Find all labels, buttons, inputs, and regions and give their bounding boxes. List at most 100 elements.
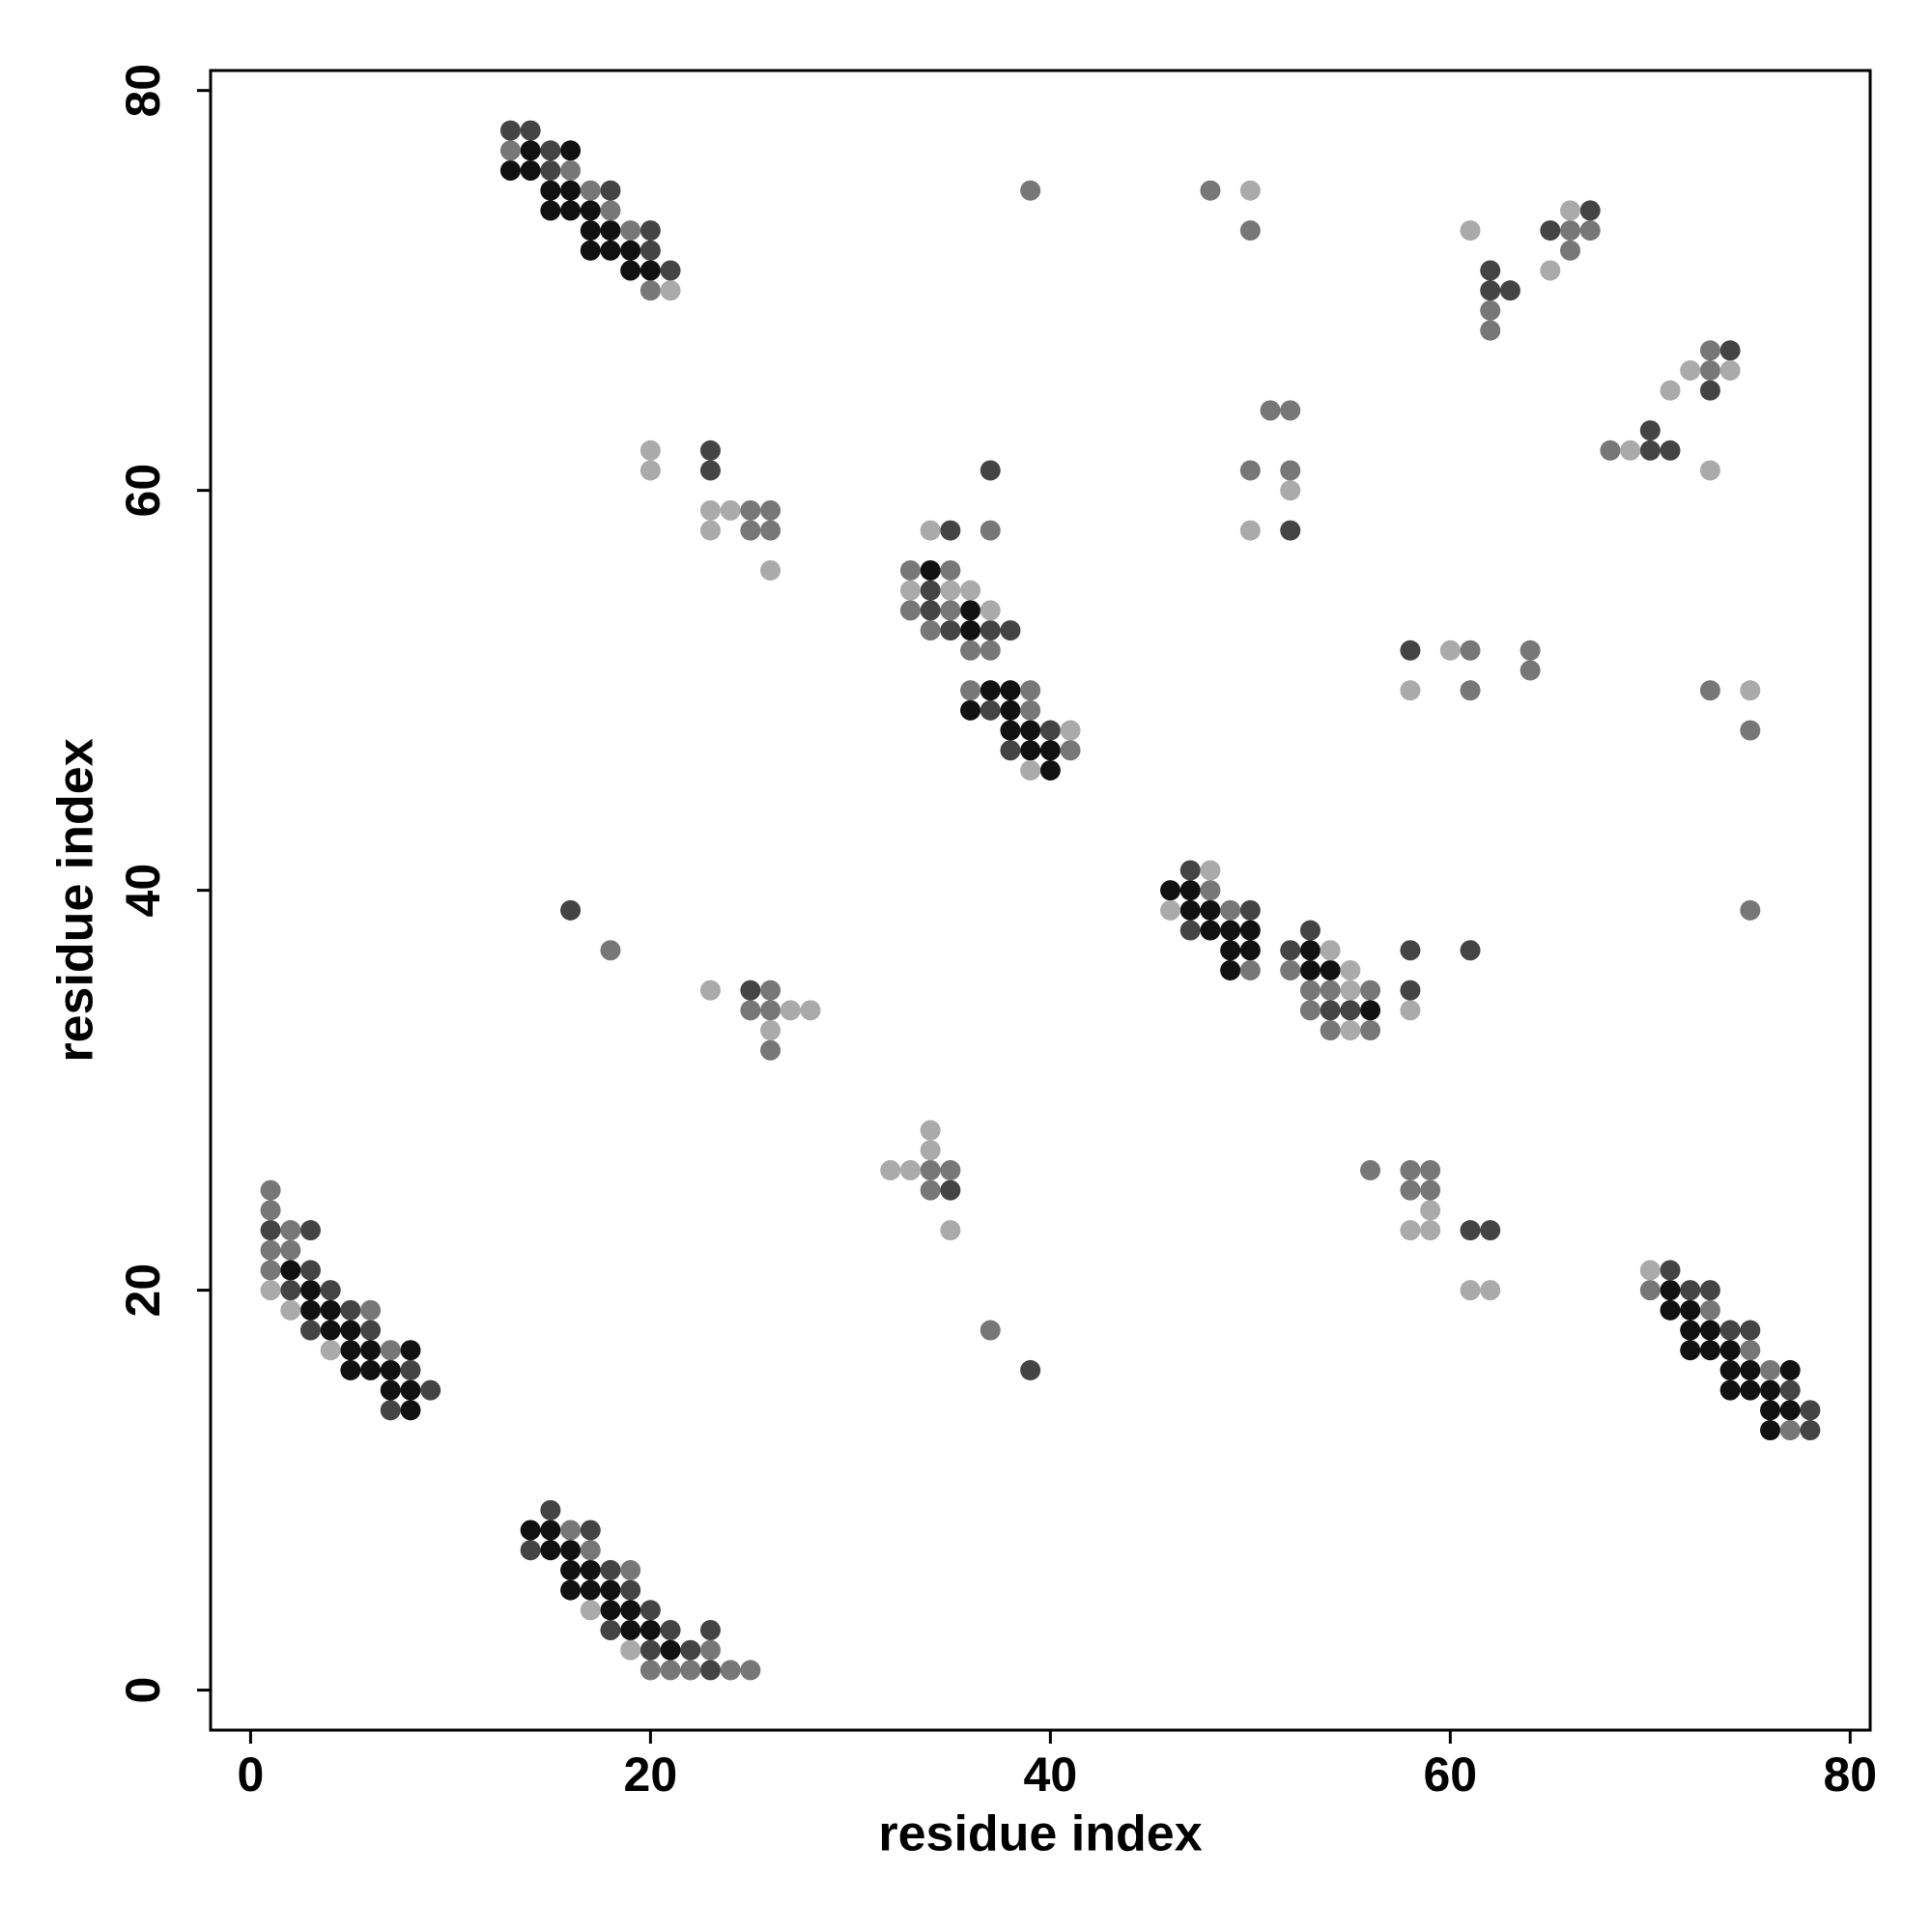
contact-point [660,1660,681,1681]
contact-point [540,200,561,221]
contact-point [1420,1200,1441,1221]
contact-point [1499,280,1520,301]
contact-point [699,1620,721,1641]
contact-point [920,1179,941,1201]
contact-point [499,140,521,161]
contact-point [280,1220,301,1241]
contact-point [639,460,661,481]
contact-point [1740,1359,1761,1380]
contact-point [360,1299,382,1321]
contact-point [980,639,1001,661]
contact-point [1320,940,1341,961]
contact-point [580,200,601,221]
contact-point [1360,1020,1381,1041]
contact-point [1699,680,1720,701]
contact-point [1600,440,1621,461]
y-tick-label: 80 [116,64,170,118]
contact-point [1239,220,1261,242]
contact-point [899,580,921,601]
plot-frame [209,69,1872,1732]
contact-point [1579,200,1601,221]
contact-point [560,200,582,221]
contact-point [1400,1179,1421,1201]
contact-point [1740,680,1761,701]
contact-point [760,1039,781,1061]
contact-point [320,1320,341,1341]
contact-point [1239,899,1261,921]
contact-point [1420,1179,1441,1201]
contact-point [699,460,721,481]
contact-point [1000,680,1021,701]
contact-point [1460,220,1481,242]
contact-point [360,1359,382,1380]
contact-point [1779,1400,1801,1421]
contact-point [1540,260,1561,281]
contact-point [1460,1220,1481,1241]
contact-point [1400,1000,1421,1021]
contact-point [1520,639,1541,661]
contact-point [1480,280,1501,301]
contact-point [760,520,781,541]
contact-point [980,620,1001,641]
contact-point [1480,320,1501,341]
contact-point [1680,1340,1701,1361]
contact-point [1360,980,1381,1001]
contact-point [940,580,961,601]
contact-point [260,1220,281,1241]
contact-point [1699,1280,1720,1301]
contact-point [1740,899,1761,921]
contact-point [940,620,961,641]
y-tick-label: 60 [116,464,170,518]
contact-point [639,1639,661,1661]
contact-point [720,499,741,521]
contact-point [520,120,541,141]
contact-point [1000,699,1021,721]
contact-point [1200,920,1221,941]
contact-point [360,1320,382,1341]
contact-point [1220,959,1241,980]
contact-point [639,1600,661,1621]
contact-point [920,1159,941,1180]
contact-point [1320,959,1341,980]
contact-point [899,559,921,581]
contact-point [380,1400,401,1421]
contact-point [299,1220,321,1241]
contact-point [1220,940,1241,961]
contact-point [560,1559,582,1580]
contact-point [880,1159,901,1180]
contact-point [780,1000,801,1021]
contact-point [1039,720,1061,741]
contact-point [920,1140,941,1161]
contact-point [940,520,961,541]
contact-point [1020,699,1041,721]
contact-point [639,280,661,301]
contact-point [940,600,961,621]
contact-point [1060,720,1081,741]
contact-point [1239,180,1261,201]
contact-point [720,1660,741,1681]
contact-point [380,1340,401,1361]
contact-point [1800,1400,1821,1421]
contact-point [920,520,941,541]
contact-point [1760,1379,1781,1401]
contact-point [520,159,541,181]
contact-point [940,559,961,581]
contact-point [580,1520,601,1541]
contact-point [540,1540,561,1561]
contact-point [980,680,1001,701]
contact-point [1699,460,1720,481]
contact-point [1719,1320,1741,1341]
x-axis-title: residue index [878,1806,1202,1862]
contact-point [540,180,561,201]
contact-point [920,580,941,601]
contact-point [1340,959,1361,980]
contact-point [1320,1020,1341,1041]
contact-point [1280,940,1301,961]
contact-point [580,180,601,201]
contact-point [560,159,582,181]
contact-point [580,1559,601,1580]
contact-point [1480,1280,1501,1301]
contact-point [560,140,582,161]
contact-point [1480,260,1501,281]
contact-point [600,1579,621,1601]
